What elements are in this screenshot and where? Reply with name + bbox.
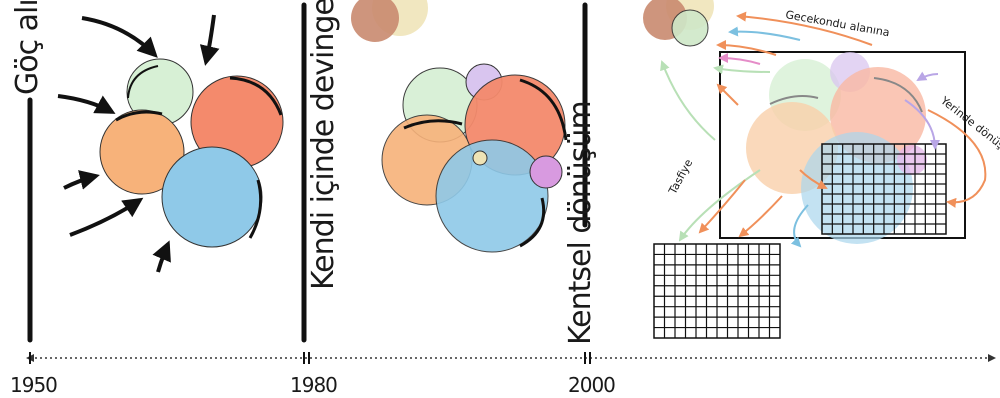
inflow-arrow-icon (81, 16, 158, 58)
timeline: 1950 1980 2000 (10, 352, 996, 397)
p2-sketch-stroke (519, 197, 546, 248)
p2-corner-brown-blob (351, 0, 399, 42)
year-label-2000: 2000 (568, 373, 615, 397)
p2-magenta-blob (529, 155, 563, 189)
timeline-right-arrow-icon (988, 354, 996, 362)
phase-1: Göç alıyor (10, 0, 284, 343)
p1-orange-blob (99, 109, 185, 195)
flow-arrow-icon (736, 11, 873, 46)
inflow-arrow-icon (63, 170, 100, 190)
flow-arrow-icon (799, 169, 828, 189)
annotation-tasfiye: Tasfiye (666, 157, 696, 197)
flow-arrow-icon (790, 204, 809, 248)
phase-3-label: Kentsel dönüşüm (563, 101, 598, 345)
flow-arrow-icon (716, 40, 777, 56)
p1-sketch-stroke (229, 76, 283, 116)
p3-magenta-blob (897, 145, 927, 175)
p1-sketch-stroke (115, 110, 163, 122)
p1-sketch-stroke (248, 179, 263, 239)
p2-sketch-stroke (519, 78, 568, 141)
p3-corner-green-blob (671, 9, 709, 47)
phase-3: Kentsel dönüşüm (563, 0, 1000, 345)
flow-arrow-icon (713, 64, 771, 75)
p1-blue-blob (161, 146, 263, 248)
p3-relocated-housing-grid (653, 243, 781, 339)
p3-sketch-stroke (873, 77, 923, 113)
year-label-1950: 1950 (10, 373, 57, 397)
p2-center-node (472, 150, 488, 166)
p2-sketch-stroke (403, 119, 463, 130)
flow-arrow-icon (927, 109, 987, 208)
flow-arrow-icon (728, 26, 801, 41)
phase-1-label: Göç alıyor (10, 0, 45, 95)
flow-arrow-icon (698, 179, 746, 234)
flow-arrow-icon (904, 99, 940, 150)
year-label-1980: 1980 (290, 373, 337, 397)
flow-arrow-icon (716, 83, 739, 106)
flow-arrow-icon (916, 71, 939, 82)
p3-blue-blob (801, 132, 913, 244)
p3-new-housing-grid (821, 143, 947, 235)
inflow-arrow-icon (199, 14, 220, 66)
flow-arrow-icon (660, 60, 716, 141)
phase-2-label: Kendi içinde devingen (306, 0, 341, 290)
flow-arrow-icon (738, 195, 783, 238)
inflow-arrow-icon (152, 240, 171, 273)
timeline-tick-2000: 2000 (568, 352, 616, 397)
p3-sketch-stroke (769, 95, 819, 105)
p1-sketch-stroke (127, 65, 159, 99)
flow-arrow-icon (678, 169, 761, 242)
phase-2: Kendi içinde devingen (301, 0, 568, 343)
inflow-arrow-icon (57, 94, 116, 114)
inflow-arrow-icon (69, 197, 144, 237)
timeline-tick-1950: 1950 (10, 352, 58, 397)
flow-arrow-icon (718, 53, 761, 65)
p2-blue-blob (435, 139, 549, 253)
timeline-tick-1980: 1980 (290, 352, 338, 397)
annotation-yerinde: Yerinde dönüşüm (937, 94, 1000, 163)
